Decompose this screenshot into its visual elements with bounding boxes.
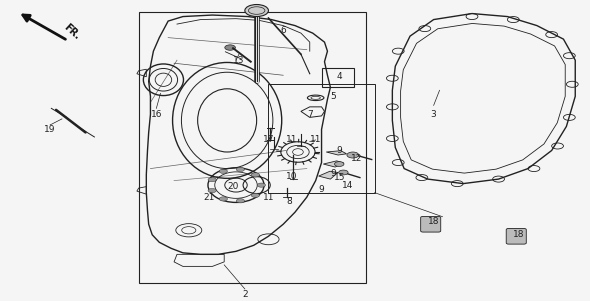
Circle shape [219,197,227,201]
Text: 6: 6 [280,26,286,35]
Circle shape [225,45,235,50]
Polygon shape [319,171,338,179]
Text: 5: 5 [330,92,336,101]
Text: 11: 11 [263,193,274,202]
Circle shape [347,152,359,158]
Circle shape [257,183,266,187]
Circle shape [208,188,217,193]
Bar [268,84,375,193]
Text: 8: 8 [286,197,292,206]
Text: 11: 11 [310,135,322,144]
Text: 3: 3 [431,110,437,119]
FancyBboxPatch shape [506,228,526,244]
Circle shape [251,193,260,197]
Text: 11: 11 [286,135,298,144]
Text: 7: 7 [307,110,313,119]
Text: 9: 9 [319,185,324,194]
Text: 18: 18 [513,230,525,239]
Circle shape [335,162,344,166]
FancyBboxPatch shape [421,216,441,232]
Text: 2: 2 [242,290,248,299]
Text: 4: 4 [336,72,342,81]
Text: 17: 17 [263,135,274,144]
Text: 15: 15 [333,173,345,182]
Circle shape [339,170,348,175]
Bar [322,68,354,87]
Polygon shape [323,161,344,167]
Text: FR.: FR. [62,22,82,41]
Circle shape [236,199,244,203]
Text: 20: 20 [227,182,239,191]
Text: 12: 12 [351,154,363,163]
Text: 14: 14 [342,181,354,190]
Text: 10: 10 [286,172,298,181]
Circle shape [236,167,244,172]
Bar [139,12,366,283]
Text: 18: 18 [428,217,440,226]
Text: 9: 9 [336,146,342,155]
Text: 9: 9 [330,169,336,178]
Text: 13: 13 [233,56,245,65]
Circle shape [251,173,260,177]
Ellipse shape [245,5,268,17]
Polygon shape [326,151,346,155]
Circle shape [219,169,228,173]
Text: 19: 19 [44,125,56,134]
Text: 16: 16 [150,110,162,119]
Circle shape [208,178,217,182]
Text: 21: 21 [204,193,215,202]
